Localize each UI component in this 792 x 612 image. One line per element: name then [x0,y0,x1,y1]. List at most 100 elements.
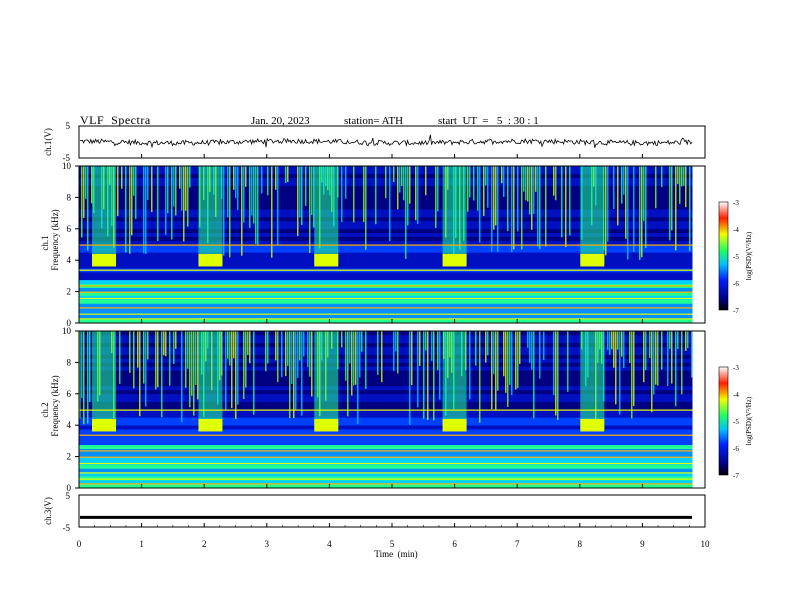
spectrogram-streak [145,331,147,407]
spectrogram-streak [161,331,163,418]
spectrogram-streak [295,331,297,411]
spectrogram-streak [277,166,279,246]
spectrogram-streak [607,331,609,351]
spectrogram-streak [85,166,87,199]
spectrogram-streak [437,331,439,371]
spectrogram-streak [515,331,517,390]
spectrogram-streak [539,166,541,250]
spectrogram-streak [143,331,145,384]
spectrogram-streak [297,166,299,237]
spectrogram-streak [277,331,279,383]
spectrogram-streak [293,331,295,419]
spectrogram-streak [623,331,625,368]
spectrogram-band [79,334,693,340]
spectrogram-streak [305,166,307,206]
spectrogram-band [79,307,693,312]
spectrogram-streak [299,331,301,361]
spectrogram-streak [303,331,305,357]
spectrogram-streak [145,166,147,254]
spectrogram-streak [147,166,149,200]
spectrogram-carrier-line [79,318,693,320]
spectrogram-band [79,232,693,237]
spectrogram-streak [133,331,135,389]
spectrogram-band [79,209,693,214]
spectrogram-band [79,350,693,355]
spectrogram-streak [345,331,347,381]
ch1-freq-label-line1: ch.1 [40,235,50,250]
spectrogram-streak [275,331,277,361]
spectrogram-streak [241,166,243,256]
spectrogram-streak [553,166,555,196]
spectrogram-streak [83,166,85,218]
spectrogram-streak [247,331,249,356]
xtick-label: 10 [701,539,711,549]
spectrogram-streak [675,166,677,251]
spectrogram-streak [631,331,633,419]
spectrogram-band [79,287,693,292]
spectrogram-streak [403,166,405,201]
xtick-label: 1 [139,539,144,549]
spectrogram-streak [621,166,623,204]
spectrogram-streak [311,166,313,215]
spectrogram-streak [381,331,383,383]
spectrogram-streak [683,166,685,186]
spectrogram-streak [139,331,141,417]
ytick-label: 4 [67,420,72,430]
spectrogram-streak [555,331,557,416]
start-time-label: start UT = 5 : 30 : 1 [438,115,539,127]
spectrogram-streak [255,166,257,244]
spectrogram-streak [437,166,439,212]
xtick-label: 2 [202,539,207,549]
spectrogram-streak [223,166,225,256]
spectrogram-band [79,480,693,485]
spectrogram-band [79,197,693,202]
spectrogram-burst [314,418,339,432]
spectrogram-streak [661,166,663,188]
ch1-waveform-trace [79,134,693,149]
spectrogram-carrier-line [79,483,693,485]
xtick-label: 4 [327,539,332,549]
spectrogram-burst-column [580,331,605,429]
spectrogram-streak [237,166,239,210]
spectrogram-streak [165,166,167,235]
spectrogram-streak [467,166,469,212]
spectrogram-burst [580,253,605,267]
spectrogram-streak [119,331,121,384]
spectrogram-band [79,252,693,257]
spectrogram-streak [281,331,283,378]
spectrogram-streak [639,166,641,260]
spectrogram-streak [645,166,647,249]
spectrogram-streak [405,166,407,259]
ytick-label: 10 [62,326,72,336]
spectrogram-carrier-line [79,434,693,436]
spectrogram-band [79,264,693,269]
spectrogram-streak [641,166,643,258]
spectrogram-streak [265,331,267,372]
spectrogram-streak [345,166,347,199]
spectrogram-streak [439,331,441,400]
colorbar-tick-label: -3 [733,199,739,207]
spectrogram-band [79,385,693,391]
spectrogram-band [79,468,693,473]
spectrogram-streak [167,166,169,214]
spectrogram-streak [187,331,189,369]
chart-title: VLF Spectra [80,113,151,127]
spectrogram-streak [81,166,83,238]
spectrogram-streak [301,166,303,225]
spectrogram-band [79,405,693,410]
spectrogram-streak [685,331,687,351]
xtick-label: 5 [390,539,395,549]
spectrogram-streak [479,331,481,423]
spectrogram-band [79,271,693,277]
spectrogram-streak [661,331,663,370]
spectrogram-streak [157,331,159,388]
spectrogram-streak [649,331,651,359]
spectrogram-streak [121,166,123,189]
spectrogram-streak [533,331,535,419]
spectrogram-burst [92,418,117,432]
spectrogram-streak [135,166,137,220]
spectrogram-burst [442,253,467,267]
spectrogram-streak [307,331,309,367]
spectrogram-streak [401,166,403,186]
station-label: station= ATH [344,115,404,127]
